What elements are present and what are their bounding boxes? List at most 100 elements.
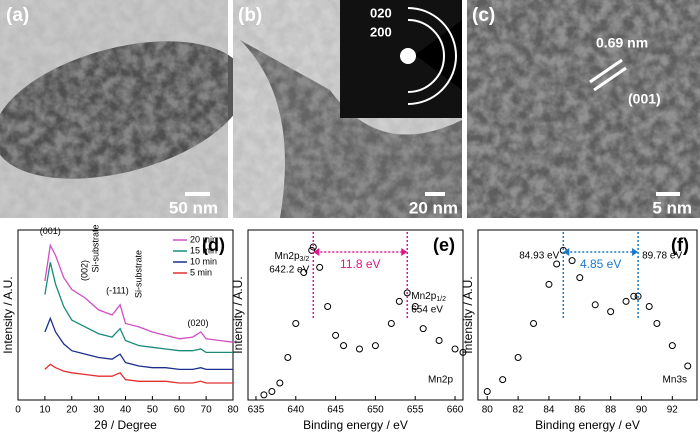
data-point <box>419 325 427 333</box>
x-tick-label: 10 <box>39 405 51 416</box>
data-point <box>300 269 308 276</box>
data-point <box>308 246 316 254</box>
data-point <box>499 376 507 384</box>
x-tick-label: 0 <box>15 405 21 416</box>
data-point <box>545 280 553 288</box>
legend-label: 20 min <box>190 234 217 244</box>
peak-annotation: (002) <box>80 260 90 281</box>
legend-label: 5 min <box>190 267 212 277</box>
peak-name-main: Mn2p <box>275 251 300 262</box>
data-point <box>260 391 268 399</box>
panel-label: (f) <box>671 235 689 255</box>
data-point <box>284 354 292 361</box>
x-tick-label: 40 <box>120 405 132 416</box>
peak-annotation: Si-substrate <box>133 250 143 298</box>
data-point <box>591 301 599 309</box>
data-point <box>568 257 576 265</box>
series-line <box>44 243 234 343</box>
x-tick-label: 650 <box>367 405 384 416</box>
x-axis-label: Binding energy / eV <box>535 418 640 432</box>
ring-label: 200 <box>370 24 392 39</box>
peak-name-sub: 1/2 <box>436 296 446 303</box>
fringe-line <box>589 58 623 84</box>
data-point <box>340 342 348 350</box>
ring-label: 020 <box>370 5 392 20</box>
x-tick-label: 60 <box>174 405 186 416</box>
panel-label: (d) <box>202 235 225 255</box>
series-line <box>44 262 233 354</box>
x-tick-label: 80 <box>482 405 494 416</box>
texture <box>467 0 700 218</box>
x-tick-label: 640 <box>287 405 304 416</box>
x-tick-label: 50 <box>147 405 159 416</box>
peak-name-main: Mn2p <box>411 291 436 302</box>
data-point <box>459 348 467 356</box>
x-tick-label: 20 <box>66 405 78 416</box>
data-point <box>553 260 561 268</box>
peak-annotation: (001) <box>40 226 61 236</box>
data-point <box>483 388 491 395</box>
ring <box>407 7 457 105</box>
data-point <box>576 274 584 282</box>
data-point <box>684 362 692 370</box>
x-tick-label: 86 <box>574 405 586 416</box>
data-point <box>276 379 284 387</box>
scale-label: 20 nm <box>409 198 458 217</box>
data-point <box>645 303 653 310</box>
peak-name-sub: 3/2 <box>300 256 310 263</box>
legend-label: 10 min <box>190 256 217 266</box>
corner-label: Mn2p <box>428 375 453 386</box>
plot-frame <box>477 229 698 401</box>
data-point <box>622 297 630 305</box>
x-axis-label: 2θ / Degree <box>94 418 157 432</box>
data-point <box>395 297 403 305</box>
peak-name: Mn2p3/2 <box>275 251 310 263</box>
data-point <box>653 320 661 327</box>
scale-label: 5 nm <box>652 198 692 217</box>
fringe-line <box>593 66 627 92</box>
scale-label: 50 nm <box>169 198 218 217</box>
panel-label: (b) <box>238 5 262 26</box>
series-line <box>44 363 233 384</box>
corner-label: Mn3s <box>663 375 687 386</box>
data-point <box>607 308 615 316</box>
beam-stop <box>415 20 462 90</box>
split-label: 11.8 eV <box>340 257 380 271</box>
x-tick-label: 82 <box>513 405 525 416</box>
x-axis-label: Binding energy / eV <box>303 418 408 432</box>
data-point <box>371 342 379 350</box>
y-axis-label: Intensity / A.U. <box>1 276 15 353</box>
y-axis-label: Intensity / A.U. <box>231 276 245 353</box>
panel-label: (a) <box>6 5 29 26</box>
data-point <box>316 263 324 271</box>
data-point <box>324 303 332 310</box>
plots: 0 10 20 30 40 50 60 70 80 2θ / Degree Intensity / … <box>1 224 698 432</box>
plane-label: (001) <box>628 91 661 107</box>
legend-label: 15 min <box>190 245 217 255</box>
y-axis-label: Intensity / A.U. <box>461 276 475 353</box>
x-tick-label: 30 <box>93 405 105 416</box>
x-tick-label: 80 <box>227 405 239 416</box>
ring <box>407 19 445 93</box>
data-point <box>451 345 459 353</box>
data-point <box>630 292 638 300</box>
data-point <box>292 320 300 327</box>
peak-annotation: (020) <box>188 318 209 328</box>
data-point <box>332 331 340 339</box>
x-tick-label: 88 <box>605 405 617 416</box>
data-point <box>435 337 443 344</box>
peak-annotation: Si-substrate <box>90 224 100 272</box>
texture <box>0 0 228 218</box>
center-spot <box>400 48 416 64</box>
x-tick-label: 90 <box>636 405 648 416</box>
series-line <box>44 316 233 371</box>
peak-value: 654 eV <box>411 305 443 316</box>
data-point <box>411 303 419 310</box>
x-tick-label: 660 <box>447 405 464 416</box>
spacing-label: 0.69 nm <box>596 35 648 51</box>
peak-value: 642.2 eV <box>269 265 309 276</box>
data-point <box>514 354 522 361</box>
x-tick-label: 655 <box>407 405 424 416</box>
panel-label: (e) <box>433 235 455 255</box>
